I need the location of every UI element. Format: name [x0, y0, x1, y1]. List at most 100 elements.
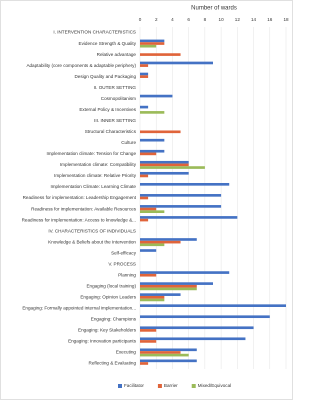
bar: [140, 284, 197, 288]
category-label: Readiness for implementation: Available …: [31, 206, 137, 211]
category-label: Relative advantage: [97, 52, 137, 57]
bar: [140, 298, 165, 302]
x-tick-label: 4: [171, 17, 174, 22]
bar: [140, 39, 165, 43]
bar: [140, 163, 189, 167]
x-tick-label: 0: [139, 17, 142, 22]
category-label: Engaging: Formally appointed internal im…: [22, 306, 136, 311]
bar: [140, 105, 149, 109]
bar: [140, 138, 165, 142]
category-label: External Policy & Incentives: [79, 107, 136, 112]
bar: [140, 282, 213, 285]
category-label: Engaging (local training): [86, 283, 136, 288]
category-label: Implementation climate: Tension for Chan…: [46, 151, 136, 156]
bar: [140, 340, 157, 343]
bar: [140, 359, 197, 363]
category-label: Readiness for implementation: Access to …: [22, 217, 136, 222]
legend-label: Facilitator: [124, 383, 144, 388]
bar: [140, 348, 197, 352]
bar: [140, 44, 157, 48]
category-label: Readiness for implementation: Leadership…: [23, 195, 137, 200]
category-label: V. PROCESS: [108, 261, 136, 266]
category-label: Implementation Climate: Learning Climate: [50, 184, 136, 189]
axis-title: Number of wards: [191, 6, 237, 12]
bar: [140, 152, 157, 156]
bar: [140, 207, 157, 211]
bar: [140, 353, 189, 357]
bar: [140, 130, 181, 134]
category-label: Knowledge & Beliefs about the Interventi…: [48, 239, 136, 244]
chart-frame: [0, 0, 293, 400]
legend-label: Barrier: [164, 383, 178, 388]
bar: [140, 196, 149, 200]
legend-swatch: [157, 384, 162, 388]
category-label: Engaging: Innovation participants: [68, 339, 137, 344]
bar: [140, 94, 173, 98]
category-label: I. INTERVENTION CHARACTERISTICS: [53, 30, 136, 35]
x-tick-label: 2: [155, 17, 158, 22]
bar: [140, 111, 165, 114]
x-tick-label: 14: [251, 17, 257, 22]
bar: [140, 166, 205, 169]
category-label: Evidence Strength & Quality: [79, 41, 137, 46]
bar: [140, 271, 230, 274]
bar: [140, 216, 238, 219]
bar: [140, 249, 157, 252]
category-label: Engaging: Champions: [91, 317, 137, 322]
category-label: Planning: [118, 272, 136, 277]
bar: [140, 240, 181, 244]
category-label: Design Quality and Packaging: [74, 74, 136, 79]
bar: [140, 149, 165, 153]
bar: [140, 304, 286, 307]
category-label: Implementation climate: Compatibility: [60, 162, 137, 167]
category-label: Self-efficacy: [111, 250, 137, 255]
category-label: Implementation climate: Relative Priorit…: [54, 173, 137, 178]
category-label: Engaging: Key Stakeholders: [78, 328, 137, 333]
chart: Number of wards 0 2 4 6 8 10 12 14 16 18 I. INTERV…: [0, 0, 293, 400]
bar: [140, 243, 165, 247]
bar: [140, 273, 157, 277]
x-tick-label: 16: [267, 17, 273, 22]
bar: [140, 210, 165, 214]
category-label: Structural Characteristics: [85, 129, 137, 134]
bar: [140, 205, 222, 208]
bar: [140, 329, 157, 332]
bar: [140, 315, 270, 319]
x-tick-label: 8: [204, 17, 207, 22]
bar: [140, 42, 165, 45]
category-label: II. OUTER SETTING: [94, 85, 137, 90]
bar: [140, 171, 189, 175]
bar: [140, 362, 149, 365]
bar: [140, 61, 213, 65]
category-label: Cosmopolitanism: [101, 96, 136, 101]
bar: [140, 72, 149, 76]
legend-swatch: [191, 384, 196, 388]
bar: [140, 351, 181, 354]
bar: [140, 53, 181, 56]
x-tick-label: 18: [283, 17, 289, 22]
bar: [140, 295, 165, 299]
legend-swatch: [118, 384, 122, 388]
legend-label: Mixed/Equivocal: [198, 383, 231, 388]
bar: [140, 182, 230, 186]
bar: [140, 160, 189, 164]
x-tick-label: 12: [235, 17, 241, 22]
bar: [140, 194, 222, 197]
bar: [140, 326, 254, 330]
category-label: IV. CHARACTERISTICS OF INDIVIDUALS: [48, 228, 136, 233]
bar: [140, 174, 149, 178]
bar: [140, 218, 149, 222]
category-label: Culture: [121, 140, 136, 145]
bar: [140, 293, 181, 296]
category-label: III. INNER SETTING: [94, 118, 136, 123]
bar: [140, 337, 246, 341]
category-label: Reflecting & Evaluating: [89, 361, 137, 366]
x-tick-label: 10: [219, 17, 225, 22]
category-label: Engaging: Opinion Leaders: [80, 295, 136, 300]
category-label: Adaptability (core components & adaptabl…: [26, 63, 136, 68]
bar: [140, 287, 197, 291]
bar: [140, 238, 197, 241]
category-label: Executing: [116, 350, 137, 355]
x-tick-label: 6: [187, 17, 190, 22]
bar: [140, 75, 149, 78]
